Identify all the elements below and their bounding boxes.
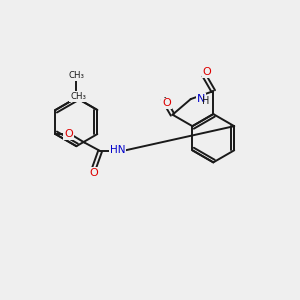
Text: H: H xyxy=(202,96,210,106)
Text: HN: HN xyxy=(110,145,125,155)
Text: O: O xyxy=(64,129,73,139)
Text: O: O xyxy=(90,168,98,178)
Text: CH₃: CH₃ xyxy=(68,71,84,80)
Text: CH₃: CH₃ xyxy=(70,92,86,101)
Text: O: O xyxy=(203,67,212,77)
Text: N: N xyxy=(197,94,205,104)
Text: O: O xyxy=(162,98,171,108)
